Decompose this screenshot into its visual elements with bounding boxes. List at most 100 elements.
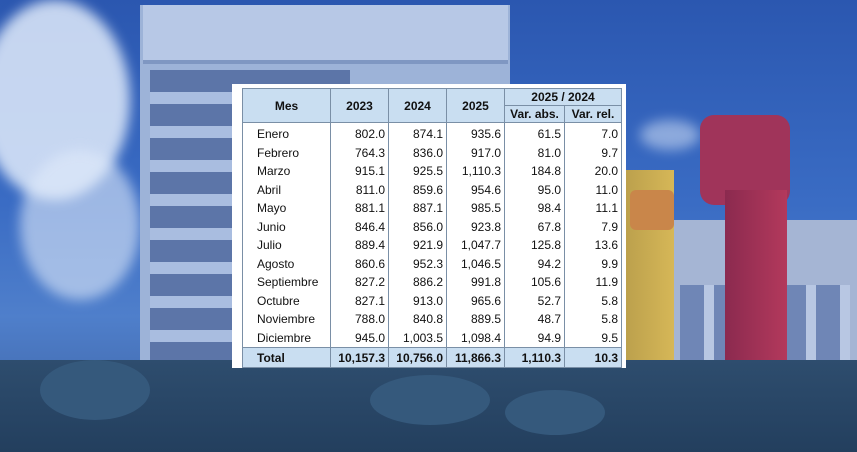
total-row: Total 10,157.3 10,756.0 11,866.3 1,110.3… xyxy=(242,347,622,368)
building-top xyxy=(143,5,508,64)
header-comparison: 2025 / 2024 xyxy=(504,88,622,106)
value-2023-cell: 881.1 xyxy=(330,199,389,218)
value-2025-cell: 1,110.3 xyxy=(446,162,505,181)
monthly-values-table: Mes 2023 2024 2025 2025 / 2024 Var. abs.… xyxy=(242,88,622,368)
value-2023-cell: 846.4 xyxy=(330,217,389,236)
palm-tree xyxy=(370,375,490,425)
month-cell: Julio xyxy=(242,236,331,255)
month-cell: Noviembre xyxy=(242,310,331,329)
var-rel-cell: 20.0 xyxy=(564,162,622,181)
value-2025-cell: 991.8 xyxy=(446,273,505,292)
total-2025: 11,866.3 xyxy=(446,347,505,368)
value-2023-cell: 827.2 xyxy=(330,273,389,292)
var-rel-cell: 13.6 xyxy=(564,236,622,255)
month-cell: Mayo xyxy=(242,199,331,218)
table-card: Mes 2023 2024 2025 2025 / 2024 Var. abs.… xyxy=(232,84,626,368)
header-2025: 2025 xyxy=(446,88,505,123)
value-2025-cell: 935.6 xyxy=(446,122,505,144)
var-abs-cell: 81.0 xyxy=(504,143,565,162)
month-cell: Agosto xyxy=(242,254,331,273)
table-row: Noviembre 788.0 840.8 889.5 48.7 5.8 xyxy=(242,310,622,329)
value-2025-cell: 965.6 xyxy=(446,291,505,310)
table-row: Diciembre 945.0 1,003.5 1,098.4 94.9 9.5 xyxy=(242,328,622,348)
value-2025-cell: 1,047.7 xyxy=(446,236,505,255)
value-2025-cell: 985.5 xyxy=(446,199,505,218)
total-2023: 10,157.3 xyxy=(330,347,389,368)
var-abs-cell: 98.4 xyxy=(504,199,565,218)
value-2024-cell: 1,003.5 xyxy=(388,328,447,348)
total-2024: 10,756.0 xyxy=(388,347,447,368)
value-2023-cell: 788.0 xyxy=(330,310,389,329)
var-abs-cell: 67.8 xyxy=(504,217,565,236)
value-2025-cell: 1,046.5 xyxy=(446,254,505,273)
table-row: Mayo 881.1 887.1 985.5 98.4 11.1 xyxy=(242,199,622,218)
var-rel-cell: 7.9 xyxy=(564,217,622,236)
month-cell: Marzo xyxy=(242,162,331,181)
palm-tree xyxy=(505,390,605,435)
var-abs-cell: 125.8 xyxy=(504,236,565,255)
value-2023-cell: 889.4 xyxy=(330,236,389,255)
value-2024-cell: 887.1 xyxy=(388,199,447,218)
var-rel-cell: 7.0 xyxy=(564,122,622,144)
var-rel-cell: 9.7 xyxy=(564,143,622,162)
var-rel-cell: 11.9 xyxy=(564,273,622,292)
var-rel-cell: 5.8 xyxy=(564,291,622,310)
table-row: Febrero 764.3 836.0 917.0 81.0 9.7 xyxy=(242,143,622,162)
value-2025-cell: 917.0 xyxy=(446,143,505,162)
value-2025-cell: 923.8 xyxy=(446,217,505,236)
header-var-rel: Var. rel. xyxy=(564,105,622,123)
cloud xyxy=(20,150,140,300)
table-row: Julio 889.4 921.9 1,047.7 125.8 13.6 xyxy=(242,236,622,255)
table-row: Marzo 915.1 925.5 1,110.3 184.8 20.0 xyxy=(242,162,622,181)
orange-column xyxy=(630,190,674,230)
table-row: Septiembre 827.2 886.2 991.8 105.6 11.9 xyxy=(242,273,622,292)
value-2023-cell: 802.0 xyxy=(330,122,389,144)
value-2025-cell: 954.6 xyxy=(446,180,505,199)
var-rel-cell: 9.9 xyxy=(564,254,622,273)
value-2024-cell: 836.0 xyxy=(388,143,447,162)
month-cell: Junio xyxy=(242,217,331,236)
header-2024: 2024 xyxy=(388,88,447,123)
var-abs-cell: 94.9 xyxy=(504,328,565,348)
total-var-rel: 10.3 xyxy=(564,347,622,368)
table-row: Agosto 860.6 952.3 1,046.5 94.2 9.9 xyxy=(242,254,622,273)
table-row: Junio 846.4 856.0 923.8 67.8 7.9 xyxy=(242,217,622,236)
total-var-abs: 1,110.3 xyxy=(504,347,565,368)
value-2025-cell: 889.5 xyxy=(446,310,505,329)
var-rel-cell: 11.1 xyxy=(564,199,622,218)
palm-tree xyxy=(40,360,150,420)
header-mes: Mes xyxy=(242,88,331,123)
month-cell: Diciembre xyxy=(242,328,331,348)
value-2024-cell: 925.5 xyxy=(388,162,447,181)
value-2024-cell: 913.0 xyxy=(388,291,447,310)
month-cell: Febrero xyxy=(242,143,331,162)
table-row: Enero 802.0 874.1 935.6 61.5 7.0 xyxy=(242,122,622,144)
month-cell: Enero xyxy=(242,122,331,144)
value-2024-cell: 886.2 xyxy=(388,273,447,292)
value-2024-cell: 921.9 xyxy=(388,236,447,255)
total-label: Total xyxy=(242,347,331,368)
value-2023-cell: 860.6 xyxy=(330,254,389,273)
value-2023-cell: 827.1 xyxy=(330,291,389,310)
month-cell: Abril xyxy=(242,180,331,199)
value-2023-cell: 915.1 xyxy=(330,162,389,181)
month-cell: Septiembre xyxy=(242,273,331,292)
value-2024-cell: 840.8 xyxy=(388,310,447,329)
header-var-abs: Var. abs. xyxy=(504,105,565,123)
var-abs-cell: 105.6 xyxy=(504,273,565,292)
value-2024-cell: 856.0 xyxy=(388,217,447,236)
month-cell: Octubre xyxy=(242,291,331,310)
table-row: Abril 811.0 859.6 954.6 95.0 11.0 xyxy=(242,180,622,199)
var-abs-cell: 48.7 xyxy=(504,310,565,329)
var-abs-cell: 94.2 xyxy=(504,254,565,273)
table-body: Enero 802.0 874.1 935.6 61.5 7.0 Febrero 764.3 8… xyxy=(242,122,622,348)
cloud xyxy=(640,120,700,150)
table-row: Octubre 827.1 913.0 965.6 52.7 5.8 xyxy=(242,291,622,310)
value-2024-cell: 874.1 xyxy=(388,122,447,144)
value-2024-cell: 952.3 xyxy=(388,254,447,273)
var-rel-cell: 5.8 xyxy=(564,310,622,329)
value-2024-cell: 859.6 xyxy=(388,180,447,199)
value-2025-cell: 1,098.4 xyxy=(446,328,505,348)
var-abs-cell: 61.5 xyxy=(504,122,565,144)
var-rel-cell: 11.0 xyxy=(564,180,622,199)
